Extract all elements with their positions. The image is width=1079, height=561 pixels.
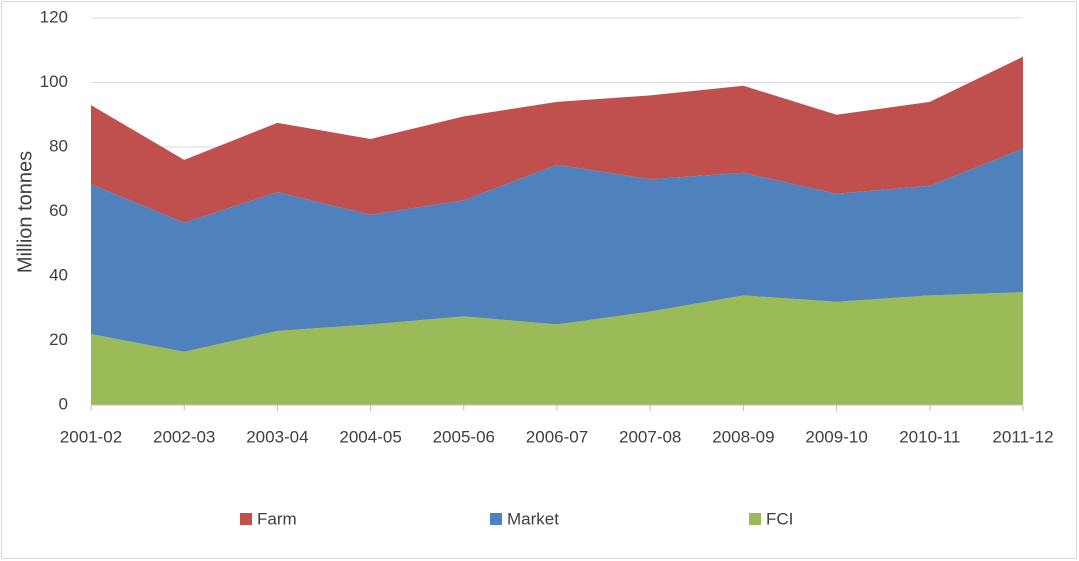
y-tick-label: 40 xyxy=(49,265,68,284)
legend-label: Market xyxy=(507,509,559,528)
legend-swatch xyxy=(240,513,252,525)
area xyxy=(91,148,1023,352)
x-tick-label: 2008-09 xyxy=(712,427,774,446)
x-tick-label: 2004-05 xyxy=(339,427,401,446)
y-tick-label: 120 xyxy=(40,7,68,26)
y-tick-label: 60 xyxy=(49,201,68,220)
x-tick-label: 2006-07 xyxy=(526,427,588,446)
legend-label: FCI xyxy=(766,509,793,528)
y-tick-label: 0 xyxy=(59,394,68,413)
area xyxy=(91,292,1023,405)
legend-swatch xyxy=(490,513,502,525)
x-tick-label: 2003-04 xyxy=(246,427,308,446)
x-tick-label: 2007-08 xyxy=(619,427,681,446)
x-tick-label: 2001-02 xyxy=(60,427,122,446)
x-tick-label: 2011-12 xyxy=(992,427,1053,446)
x-tick-label: 2002-03 xyxy=(153,427,215,446)
x-tick-label: 2005-06 xyxy=(433,427,495,446)
legend-label: Farm xyxy=(257,509,297,528)
y-tick-label: 20 xyxy=(49,330,68,349)
y-tick-label: 80 xyxy=(49,136,68,155)
y-axis-label: Million tonnes xyxy=(14,151,36,273)
x-tick-label: 2010-11 xyxy=(899,427,960,446)
legend-swatch xyxy=(749,513,761,525)
y-tick-label: 100 xyxy=(40,72,68,91)
area xyxy=(91,56,1023,223)
x-tick-label: 2009-10 xyxy=(805,427,867,446)
